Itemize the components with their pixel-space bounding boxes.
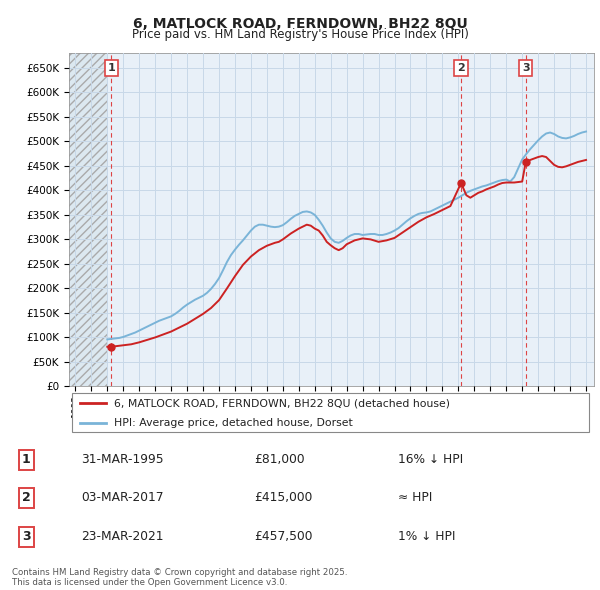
- Text: 3: 3: [522, 63, 530, 73]
- Text: 2: 2: [22, 491, 31, 504]
- Text: £457,500: £457,500: [254, 530, 313, 543]
- Text: 23-MAR-2021: 23-MAR-2021: [81, 530, 164, 543]
- Text: 6, MATLOCK ROAD, FERNDOWN, BH22 8QU (detached house): 6, MATLOCK ROAD, FERNDOWN, BH22 8QU (det…: [113, 398, 449, 408]
- Text: 6, MATLOCK ROAD, FERNDOWN, BH22 8QU: 6, MATLOCK ROAD, FERNDOWN, BH22 8QU: [133, 17, 467, 31]
- Text: 1: 1: [107, 63, 115, 73]
- Bar: [69, 53, 107, 386]
- Text: 31-MAR-1995: 31-MAR-1995: [81, 453, 164, 466]
- Text: HPI: Average price, detached house, Dorset: HPI: Average price, detached house, Dors…: [113, 418, 352, 428]
- Text: £81,000: £81,000: [254, 453, 305, 466]
- Text: 16% ↓ HPI: 16% ↓ HPI: [398, 453, 463, 466]
- FancyBboxPatch shape: [71, 393, 589, 432]
- Text: 03-MAR-2017: 03-MAR-2017: [81, 491, 164, 504]
- Text: 1% ↓ HPI: 1% ↓ HPI: [398, 530, 455, 543]
- Text: ≈ HPI: ≈ HPI: [398, 491, 432, 504]
- Text: £415,000: £415,000: [254, 491, 312, 504]
- Text: 2: 2: [457, 63, 465, 73]
- Text: Contains HM Land Registry data © Crown copyright and database right 2025.
This d: Contains HM Land Registry data © Crown c…: [12, 568, 347, 587]
- Text: Price paid vs. HM Land Registry's House Price Index (HPI): Price paid vs. HM Land Registry's House …: [131, 28, 469, 41]
- Text: 3: 3: [22, 530, 31, 543]
- Text: 1: 1: [22, 453, 31, 466]
